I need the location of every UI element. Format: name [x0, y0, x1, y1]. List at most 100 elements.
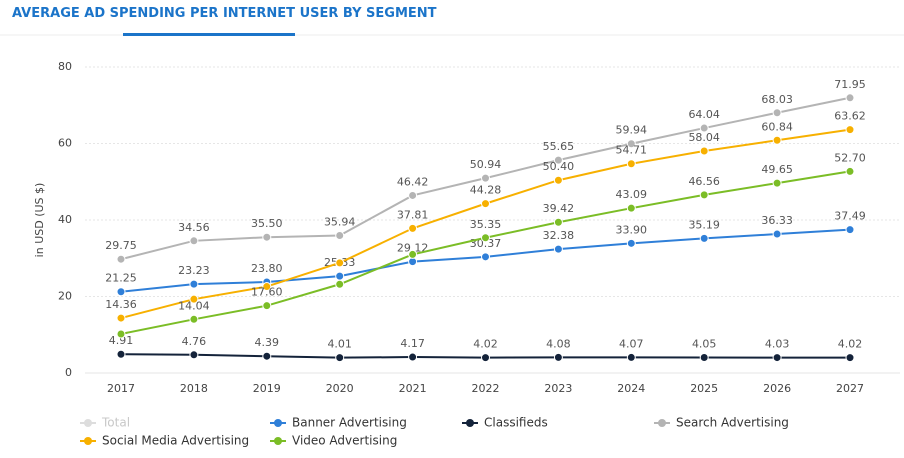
- legend-swatch: [466, 419, 474, 427]
- data-label: 35.50: [251, 217, 283, 230]
- data-point: [772, 135, 782, 145]
- data-label: 63.62: [834, 110, 866, 123]
- legend-label[interactable]: Video Advertising: [292, 434, 397, 448]
- data-point: [481, 233, 490, 243]
- data-point: [335, 279, 345, 289]
- data-point: [262, 351, 272, 361]
- x-tick-label: 2023: [544, 382, 572, 395]
- data-point: [553, 175, 563, 185]
- data-point: [626, 238, 636, 248]
- x-tick-label: 2027: [836, 382, 864, 395]
- data-point: [189, 314, 199, 324]
- data-label: 4.03: [765, 338, 790, 351]
- y-tick-label: 40: [58, 213, 72, 226]
- data-label: 23.80: [251, 262, 283, 275]
- legend-swatch: [274, 419, 282, 427]
- data-point: [626, 139, 636, 149]
- data-label: 29.75: [105, 239, 137, 252]
- data-label: 32.38: [543, 229, 575, 242]
- data-point: [116, 254, 126, 264]
- data-label: 50.94: [470, 158, 502, 171]
- data-label: 21.25: [105, 272, 137, 285]
- data-label: 23.23: [178, 264, 210, 277]
- data-point: [553, 155, 563, 165]
- data-label: 46.42: [397, 175, 429, 188]
- data-point: [189, 236, 199, 246]
- data-point: [408, 190, 418, 200]
- data-point: [116, 287, 126, 297]
- legend-label[interactable]: Classifieds: [484, 416, 548, 430]
- data-label: 68.03: [761, 93, 793, 106]
- data-point: [262, 301, 272, 311]
- data-label: 46.56: [688, 175, 720, 188]
- data-point: [335, 258, 345, 268]
- data-point: [772, 178, 782, 188]
- data-label: 64.04: [688, 108, 720, 121]
- data-label: 17.60: [251, 286, 283, 299]
- data-point: [116, 313, 126, 323]
- data-label: 35.94: [324, 216, 356, 229]
- y-axis-label: in USD (US $): [33, 183, 46, 258]
- legend-label[interactable]: Banner Advertising: [292, 416, 407, 430]
- x-tick-label: 2019: [253, 382, 281, 395]
- legend-label[interactable]: Search Advertising: [676, 416, 789, 430]
- data-label: 34.56: [178, 221, 210, 234]
- data-point: [699, 190, 709, 200]
- legend-swatch: [658, 419, 666, 427]
- data-point: [626, 203, 636, 213]
- data-label: 60.84: [761, 120, 793, 133]
- tab-underline: [123, 33, 295, 36]
- data-point: [481, 252, 490, 262]
- data-label: 35.35: [470, 218, 502, 231]
- data-label: 50.40: [543, 160, 575, 173]
- x-tick-label: 2021: [399, 382, 427, 395]
- legend-label[interactable]: Social Media Advertising: [102, 434, 249, 448]
- data-point: [772, 353, 782, 363]
- y-tick-label: 20: [58, 290, 72, 303]
- data-point: [481, 353, 490, 363]
- data-label: 4.91: [109, 334, 134, 347]
- x-tick-label: 2025: [690, 382, 718, 395]
- legend-swatch: [84, 437, 92, 445]
- data-point: [262, 282, 272, 292]
- data-point: [699, 233, 709, 243]
- x-tick-label: 2026: [763, 382, 791, 395]
- data-label: 33.90: [616, 223, 648, 236]
- x-tick-label: 2024: [617, 382, 645, 395]
- data-point: [772, 229, 782, 239]
- data-point: [699, 353, 709, 363]
- data-label: 4.01: [327, 338, 352, 351]
- data-point: [845, 125, 855, 135]
- data-point: [189, 350, 199, 360]
- data-point: [408, 249, 418, 259]
- data-label: 52.70: [834, 151, 866, 164]
- data-label: 49.65: [761, 163, 793, 176]
- data-label: 36.33: [761, 214, 793, 227]
- y-tick-label: 80: [58, 60, 72, 73]
- legend-label[interactable]: Total: [101, 416, 130, 430]
- data-label: 39.42: [543, 202, 575, 215]
- data-point: [553, 244, 563, 254]
- data-point: [845, 93, 855, 103]
- data-label: 43.09: [616, 188, 648, 201]
- data-point: [845, 225, 855, 235]
- data-point: [553, 217, 563, 227]
- data-point: [335, 231, 345, 241]
- data-point: [553, 352, 563, 362]
- legend-swatch: [84, 419, 92, 427]
- data-label: 4.07: [619, 337, 644, 350]
- data-label: 14.04: [178, 299, 210, 312]
- data-label: 29.12: [397, 242, 429, 255]
- data-point: [335, 271, 345, 281]
- data-label: 37.49: [834, 210, 866, 223]
- data-point: [626, 159, 636, 169]
- data-label: 55.65: [543, 140, 575, 153]
- data-label: 59.94: [616, 124, 648, 137]
- data-point: [699, 146, 709, 156]
- x-tick-label: 2022: [472, 382, 500, 395]
- data-point: [116, 329, 126, 339]
- data-label: 4.02: [838, 338, 863, 351]
- x-tick-label: 2020: [326, 382, 354, 395]
- data-point: [481, 173, 490, 183]
- data-point: [335, 353, 345, 363]
